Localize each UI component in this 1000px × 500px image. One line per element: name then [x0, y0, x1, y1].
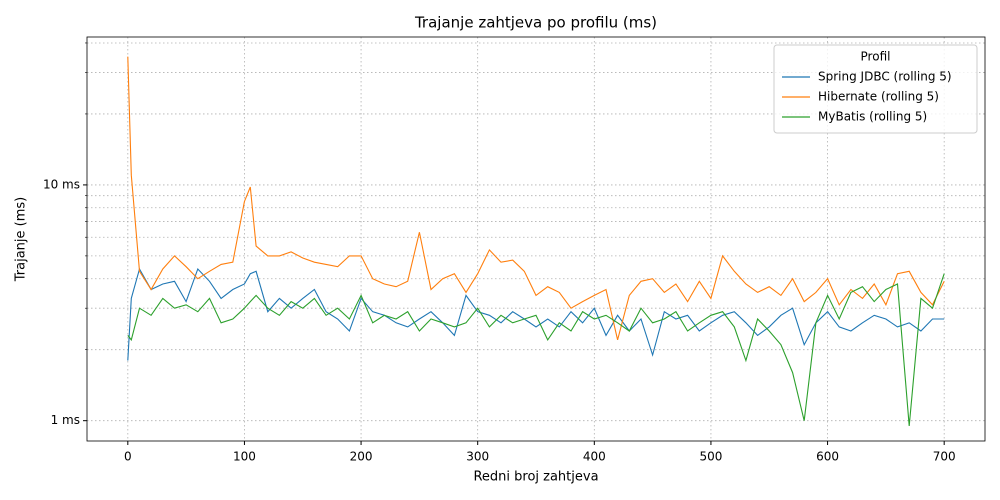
x-tick-label: 600	[816, 450, 839, 464]
x-tick-label: 400	[583, 450, 606, 464]
series-line	[127, 56, 945, 341]
y-tick-label: 10 ms	[43, 177, 80, 191]
series-line	[127, 273, 945, 426]
y-axis-label: Trajanje (ms)	[14, 197, 29, 282]
legend-label: Spring JDBC (rolling 5)	[818, 70, 952, 84]
x-tick-label: 700	[933, 450, 956, 464]
x-tick-label: 500	[699, 450, 722, 464]
x-axis-label: Redni broj zahtjeva	[473, 470, 598, 485]
legend-label: MyBatis (rolling 5)	[818, 110, 927, 124]
plot-frame	[86, 36, 986, 442]
x-tick-label: 200	[350, 450, 373, 464]
legend-box	[773, 44, 978, 134]
x-tick-label: 0	[124, 450, 132, 464]
x-tick-label: 100	[233, 450, 256, 464]
x-tick-label: 300	[466, 450, 489, 464]
chart-title: Trajanje zahtjeva po profilu (ms)	[414, 14, 657, 32]
y-tick-label: 1 ms	[51, 413, 80, 427]
legend-title: Profil	[861, 50, 891, 64]
legend-label: Hibernate (rolling 5)	[818, 90, 939, 104]
